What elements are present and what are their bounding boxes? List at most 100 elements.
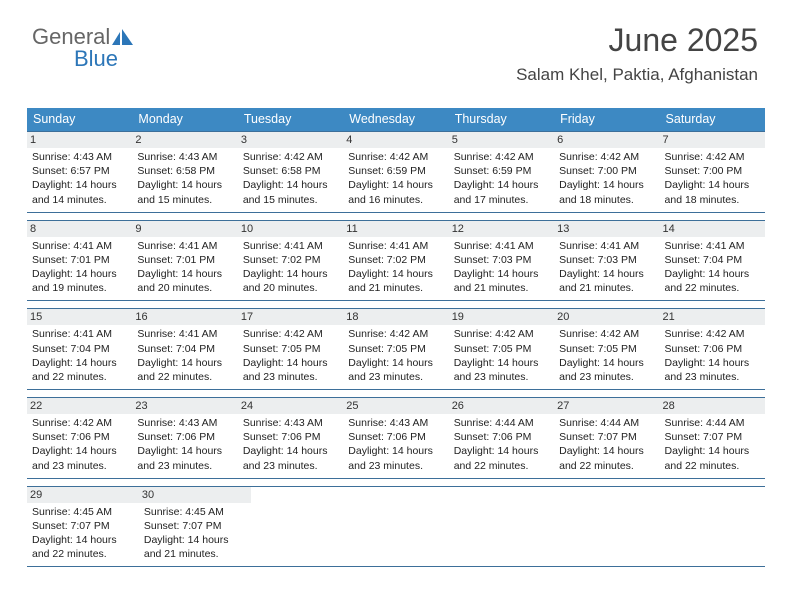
day-number: 20 — [554, 309, 659, 325]
daylight-line-2: and 22 minutes. — [32, 547, 135, 561]
day-number: 19 — [449, 309, 554, 325]
daylight-line-1: Daylight: 14 hours — [32, 444, 128, 458]
day-cell: 20Sunrise: 4:42 AMSunset: 7:05 PMDayligh… — [554, 309, 659, 389]
day-number: 13 — [554, 221, 659, 237]
day-number: 27 — [554, 398, 659, 414]
sunrise-line: Sunrise: 4:41 AM — [348, 239, 444, 253]
header: June 2025 Salam Khel, Paktia, Afghanista… — [516, 22, 758, 85]
daylight-line-2: and 17 minutes. — [454, 193, 550, 207]
day-number: 28 — [660, 398, 765, 414]
day-details: Sunrise: 4:41 AMSunset: 7:01 PMDaylight:… — [32, 239, 128, 296]
sunset-line: Sunset: 7:03 PM — [454, 253, 550, 267]
weekday-header: Friday — [554, 108, 659, 131]
day-number: 22 — [27, 398, 132, 414]
day-cell: 7Sunrise: 4:42 AMSunset: 7:00 PMDaylight… — [660, 132, 765, 212]
sunset-line: Sunset: 7:06 PM — [665, 342, 761, 356]
sunset-line: Sunset: 7:06 PM — [32, 430, 128, 444]
day-details: Sunrise: 4:44 AMSunset: 7:07 PMDaylight:… — [559, 416, 655, 473]
day-number: 24 — [238, 398, 343, 414]
day-cell: 5Sunrise: 4:42 AMSunset: 6:59 PMDaylight… — [449, 132, 554, 212]
day-cell: 12Sunrise: 4:41 AMSunset: 7:03 PMDayligh… — [449, 221, 554, 301]
daylight-line-2: and 21 minutes. — [348, 281, 444, 295]
day-cell: 14Sunrise: 4:41 AMSunset: 7:04 PMDayligh… — [660, 221, 765, 301]
sunset-line: Sunset: 7:07 PM — [665, 430, 761, 444]
empty-day — [662, 487, 765, 567]
day-cell: 25Sunrise: 4:43 AMSunset: 7:06 PMDayligh… — [343, 398, 448, 478]
day-details: Sunrise: 4:42 AMSunset: 7:05 PMDaylight:… — [348, 327, 444, 384]
day-details: Sunrise: 4:43 AMSunset: 7:06 PMDaylight:… — [137, 416, 233, 473]
daylight-line-2: and 23 minutes. — [454, 370, 550, 384]
sunset-line: Sunset: 6:58 PM — [243, 164, 339, 178]
week-row: 8Sunrise: 4:41 AMSunset: 7:01 PMDaylight… — [27, 220, 765, 302]
sunset-line: Sunset: 7:05 PM — [243, 342, 339, 356]
empty-day — [354, 487, 457, 567]
sunset-line: Sunset: 7:04 PM — [665, 253, 761, 267]
weekday-header: Wednesday — [343, 108, 448, 131]
sunset-line: Sunset: 7:04 PM — [137, 342, 233, 356]
day-details: Sunrise: 4:44 AMSunset: 7:06 PMDaylight:… — [454, 416, 550, 473]
day-cell: 13 Sunrise: 4:41 AMSunset: 7:03 PMDayligh… — [554, 221, 659, 301]
day-number: 4 — [343, 132, 448, 148]
week-row: 15Sunrise: 4:41 AMSunset: 7:04 PMDayligh… — [27, 308, 765, 390]
sunset-line: Sunset: 7:04 PM — [32, 342, 128, 356]
daylight-line-2: and 23 minutes. — [32, 459, 128, 473]
daylight-line-1: Daylight: 14 hours — [137, 178, 233, 192]
daylight-line-2: and 19 minutes. — [32, 281, 128, 295]
daylight-line-1: Daylight: 14 hours — [243, 444, 339, 458]
daylight-line-2: and 23 minutes. — [559, 370, 655, 384]
sunset-line: Sunset: 7:02 PM — [243, 253, 339, 267]
weekday-header: Thursday — [449, 108, 554, 131]
sunrise-line: Sunrise: 4:41 AM — [559, 239, 655, 253]
brand-text-blue: Blue — [74, 46, 134, 72]
daylight-line-1: Daylight: 14 hours — [665, 356, 761, 370]
sunrise-line: Sunrise: 4:41 AM — [454, 239, 550, 253]
day-details: Sunrise: 4:43 AMSunset: 7:06 PMDaylight:… — [243, 416, 339, 473]
weekday-header: Monday — [132, 108, 237, 131]
sunrise-line: Sunrise: 4:42 AM — [559, 327, 655, 341]
daylight-line-2: and 21 minutes. — [144, 547, 247, 561]
day-details: Sunrise: 4:42 AMSunset: 7:05 PMDaylight:… — [243, 327, 339, 384]
daylight-line-1: Daylight: 14 hours — [137, 356, 233, 370]
daylight-line-1: Daylight: 14 hours — [348, 356, 444, 370]
daylight-line-1: Daylight: 14 hours — [665, 178, 761, 192]
day-cell: 29Sunrise: 4:45 AMSunset: 7:07 PMDayligh… — [27, 487, 139, 567]
daylight-line-1: Daylight: 14 hours — [559, 178, 655, 192]
sunrise-line: Sunrise: 4:43 AM — [137, 150, 233, 164]
day-number: 6 — [554, 132, 659, 148]
day-cell: 28Sunrise: 4:44 AMSunset: 7:07 PMDayligh… — [660, 398, 765, 478]
day-number: 12 — [449, 221, 554, 237]
empty-day — [456, 487, 559, 567]
daylight-line-1: Daylight: 14 hours — [665, 444, 761, 458]
day-number: 3 — [238, 132, 343, 148]
daylight-line-2: and 15 minutes. — [243, 193, 339, 207]
daylight-line-2: and 23 minutes. — [348, 370, 444, 384]
day-details: Sunrise: 4:42 AMSunset: 7:05 PMDaylight:… — [454, 327, 550, 384]
sunrise-line: Sunrise: 4:42 AM — [454, 327, 550, 341]
day-details: Sunrise: 4:45 AMSunset: 7:07 PMDaylight:… — [144, 505, 247, 562]
weekday-header-row: SundayMondayTuesdayWednesdayThursdayFrid… — [27, 108, 765, 131]
sunset-line: Sunset: 7:07 PM — [32, 519, 135, 533]
daylight-line-1: Daylight: 14 hours — [348, 444, 444, 458]
sunset-line: Sunset: 7:06 PM — [243, 430, 339, 444]
day-cell: 2Sunrise: 4:43 AMSunset: 6:58 PMDaylight… — [132, 132, 237, 212]
day-number: 1 — [27, 132, 132, 148]
daylight-line-1: Daylight: 14 hours — [454, 178, 550, 192]
day-number: 18 — [343, 309, 448, 325]
location-subtitle: Salam Khel, Paktia, Afghanistan — [516, 65, 758, 85]
day-cell: 22Sunrise: 4:42 AMSunset: 7:06 PMDayligh… — [27, 398, 132, 478]
weekday-header: Tuesday — [238, 108, 343, 131]
daylight-line-1: Daylight: 14 hours — [243, 356, 339, 370]
sunset-line: Sunset: 7:07 PM — [559, 430, 655, 444]
sunset-line: Sunset: 7:03 PM — [559, 253, 655, 267]
day-number: 16 — [132, 309, 237, 325]
day-details: Sunrise: 4:41 AMSunset: 7:02 PMDaylight:… — [348, 239, 444, 296]
day-number: 23 — [132, 398, 237, 414]
calendar-grid: SundayMondayTuesdayWednesdayThursdayFrid… — [27, 108, 765, 574]
daylight-line-2: and 16 minutes. — [348, 193, 444, 207]
day-details: Sunrise: 4:41 AMSunset: 7:03 PMDaylight:… — [559, 239, 655, 296]
day-cell: 17Sunrise: 4:42 AMSunset: 7:05 PMDayligh… — [238, 309, 343, 389]
day-cell: 18 Sunrise: 4:42 AMSunset: 7:05 PMDayligh… — [343, 309, 448, 389]
day-cell: 16Sunrise: 4:41 AMSunset: 7:04 PMDayligh… — [132, 309, 237, 389]
sail-icon — [112, 29, 134, 45]
month-title: June 2025 — [516, 22, 758, 59]
